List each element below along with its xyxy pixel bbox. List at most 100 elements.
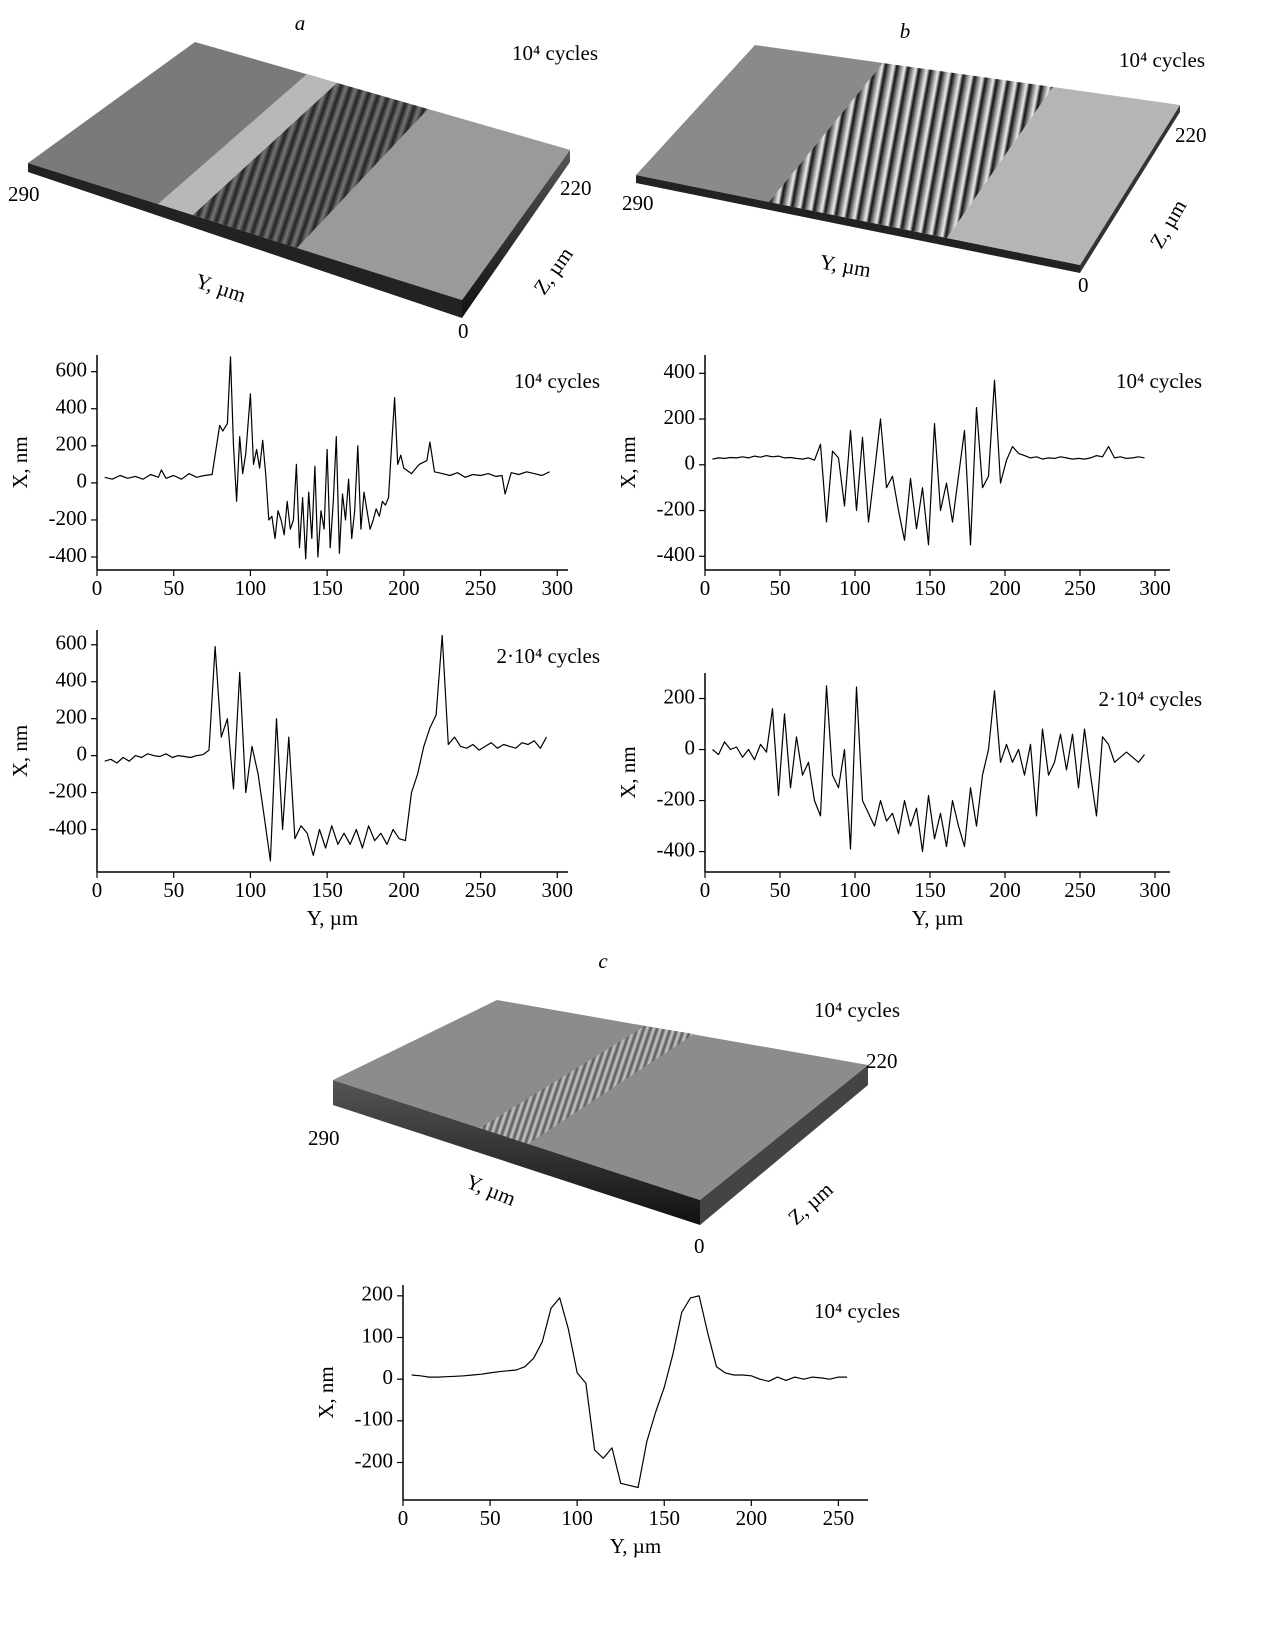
surface-region — [297, 109, 570, 300]
x-tick-label: 200 — [989, 576, 1021, 600]
y-tick-label: 100 — [362, 1323, 394, 1347]
y-tick-label: -400 — [657, 837, 696, 861]
y-tick-label: -200 — [657, 786, 696, 810]
x-tick-label: 150 — [914, 878, 946, 902]
y-tick-label: 600 — [56, 631, 88, 655]
y-tick-label: -200 — [49, 778, 88, 802]
y-tick-label: -100 — [355, 1407, 394, 1431]
y-tick-label: 200 — [56, 432, 88, 456]
axis-title: Z, µm — [783, 1177, 838, 1229]
surface-track — [480, 1026, 694, 1144]
y-tick-label: 0 — [383, 1365, 394, 1389]
y-tick-label: -200 — [49, 506, 88, 530]
annotation: 10⁴ cycles — [1119, 48, 1205, 72]
annotation: 2·10⁴ cycles — [1098, 687, 1202, 711]
x-tick-label: 50 — [770, 576, 791, 600]
surface-side — [28, 163, 462, 318]
x-tick-label: 0 — [92, 576, 103, 600]
y-axis-title: X, nm — [616, 436, 640, 489]
y-tick-label: 200 — [664, 405, 696, 429]
surface-track — [769, 63, 1053, 238]
surface-track — [193, 83, 428, 248]
axis-value: 0 — [1078, 273, 1089, 297]
y-tick-label: 400 — [56, 668, 88, 692]
data-line — [104, 634, 548, 862]
annotation: 10⁴ cycles — [1116, 369, 1202, 393]
x-tick-label: 50 — [480, 1506, 501, 1530]
axis-title: Z, µm — [1145, 195, 1192, 252]
x-axis-title: Y, µm — [307, 906, 358, 930]
x-tick-label: 200 — [736, 1506, 768, 1530]
x-tick-label: 50 — [163, 576, 184, 600]
y-tick-label: -200 — [355, 1448, 394, 1472]
axis-value: 290 — [8, 182, 40, 206]
x-tick-label: 0 — [700, 576, 711, 600]
panel-label: a — [295, 11, 306, 35]
surface-c: c 10⁴ cycles 290 220 0 Y, µm Z, µm — [308, 949, 900, 1258]
x-tick-label: 200 — [989, 878, 1021, 902]
surface-ridge — [158, 74, 337, 215]
x-tick-label: 250 — [1064, 576, 1096, 600]
data-line — [712, 685, 1145, 853]
y-tick-label: 200 — [56, 704, 88, 728]
y-axis-title: X, nm — [616, 746, 640, 799]
annotation: 10⁴ cycles — [512, 41, 598, 65]
x-axis-title: Y, µm — [610, 1534, 661, 1558]
surface-side — [1080, 105, 1180, 273]
x-tick-label: 300 — [542, 878, 574, 902]
x-tick-label: 250 — [465, 576, 497, 600]
line-chart: -400 -200 0 200 400 600 0 50 100 150 200 250 300 X, n… — [8, 630, 600, 930]
annotation: 10⁴ cycles — [514, 369, 600, 393]
x-tick-label: 100 — [561, 1506, 593, 1530]
y-tick-label: 600 — [56, 357, 88, 381]
line-chart: -400 -200 0 200 400 600 0 50 100 150 200 250 300 X, n… — [8, 355, 600, 600]
axis-title: Y, µm — [462, 1169, 519, 1211]
axis-value: 0 — [694, 1234, 705, 1258]
y-tick-label: -400 — [657, 542, 696, 566]
surface-side — [700, 1065, 868, 1225]
line-chart: -400 -200 0 200 0 50 100 150 200 250 300 X, nm Y, µm… — [616, 673, 1202, 930]
y-tick-label: 200 — [664, 684, 696, 708]
x-tick-label: 200 — [388, 878, 420, 902]
x-tick-label: 100 — [235, 878, 267, 902]
y-tick-label: -200 — [657, 496, 696, 520]
y-tick-label: 400 — [56, 395, 88, 419]
x-tick-label: 250 — [1064, 878, 1096, 902]
x-tick-label: 0 — [398, 1506, 409, 1530]
x-tick-label: 300 — [1139, 576, 1171, 600]
annotation: 2·10⁴ cycles — [496, 644, 600, 668]
surface-side — [636, 175, 1080, 273]
y-tick-label: 0 — [77, 741, 88, 765]
surface-region — [636, 45, 883, 202]
x-tick-label: 150 — [648, 1506, 680, 1530]
x-axis-title: Y, µm — [912, 906, 963, 930]
surface-a: a 10⁴ cycles 290 220 0 Y, µm Z, µm — [8, 11, 598, 343]
axis-value: 220 — [560, 176, 592, 200]
line-chart: -400 -200 0 200 400 0 50 100 150 200 250 300 X, nm 10… — [616, 355, 1202, 600]
x-tick-label: 250 — [823, 1506, 855, 1530]
data-line — [411, 1295, 848, 1489]
axis-value: 0 — [458, 319, 469, 343]
x-tick-label: 50 — [770, 878, 791, 902]
surface-side — [462, 150, 570, 318]
axis-title: Y, µm — [818, 250, 873, 283]
y-tick-label: 0 — [685, 451, 696, 475]
surface-side — [333, 1080, 700, 1225]
axis-value: 290 — [308, 1126, 340, 1150]
x-tick-label: 0 — [700, 878, 711, 902]
y-axis-title: X, nm — [8, 725, 32, 778]
axis-title: Y, µm — [193, 269, 249, 308]
x-tick-label: 150 — [311, 576, 343, 600]
x-tick-label: 200 — [388, 576, 420, 600]
surface-top — [333, 1000, 868, 1200]
y-tick-label: -400 — [49, 815, 88, 839]
surface-b: b 10⁴ cycles 290 220 0 Y, µm Z, µm — [622, 19, 1207, 297]
axis-title: Z, µm — [529, 243, 578, 299]
x-tick-label: 150 — [914, 576, 946, 600]
x-tick-label: 150 — [311, 878, 343, 902]
line-chart: -200 -100 0 100 200 0 50 100 150 200 250 X, nm Y, µm… — [314, 1282, 900, 1558]
x-tick-label: 250 — [465, 878, 497, 902]
x-tick-label: 100 — [839, 576, 871, 600]
